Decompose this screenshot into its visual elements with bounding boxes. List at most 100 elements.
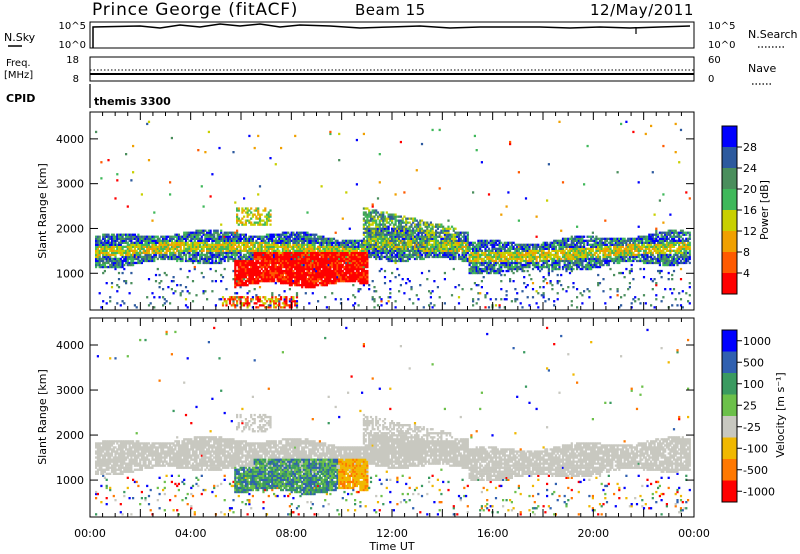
power-scatter-cell: [169, 193, 172, 196]
power-scatter-cell: [285, 296, 288, 299]
power-scatter-cell: [195, 241, 198, 244]
power-scatter-cell: [214, 251, 217, 255]
power-scatter-cell: [265, 300, 269, 303]
power-scatter-cell: [507, 191, 510, 194]
power-scatter-cell: [237, 243, 240, 246]
power-scatter-cell: [408, 257, 411, 261]
power-scatter-cell: [207, 247, 210, 250]
power-scatter-cell: [512, 280, 515, 283]
power-scatter-cell: [190, 237, 193, 240]
power-scatter-cell: [227, 247, 230, 250]
power-scatter-cell: [244, 241, 247, 244]
power-scatter-cell: [271, 257, 274, 261]
power-scatter-cell: [218, 255, 221, 259]
power-scatter-cell: [216, 229, 219, 232]
power-scatter-cell: [250, 241, 253, 244]
power-scatter-cell: [121, 259, 124, 263]
power-scatter-cell: [154, 249, 158, 252]
power-scatter-cell: [207, 249, 210, 252]
power-scatter-cell: [244, 257, 247, 261]
power-scatter-cell: [415, 294, 418, 297]
power-scatter-cell: [160, 280, 163, 283]
power-scatter-cell: [200, 253, 203, 257]
power-scatter-cell: [121, 263, 124, 267]
power-scatter-cell: [539, 286, 542, 289]
power-scatter-cell: [234, 284, 237, 287]
power-scatter-cell: [251, 259, 254, 263]
power-scatter-cell: [133, 304, 136, 307]
power-scatter-cell: [283, 302, 286, 305]
power-scatter-cell: [297, 280, 300, 283]
power-scatter-cell: [112, 241, 115, 244]
power-scatter-cell: [218, 243, 221, 246]
power-scatter-cell: [450, 225, 454, 228]
power-scatter-cell: [512, 271, 515, 275]
power-scatter-cell: [119, 257, 122, 261]
power-scatter-cell: [295, 243, 299, 246]
power-scatter-cell: [287, 231, 290, 234]
power-scatter-cell: [170, 235, 173, 238]
power-scatter-cell: [147, 247, 151, 250]
power-scatter-cell: [248, 219, 251, 222]
power-scatter-cell: [248, 282, 251, 285]
power-scatter-cell: [253, 235, 256, 238]
power-scatter-cell: [295, 306, 299, 309]
power-scatter-cell: [95, 251, 98, 255]
power-scatter-cell: [132, 255, 135, 259]
power-scatter-cell: [211, 280, 214, 283]
power-scatter-cell: [274, 282, 277, 285]
power-scatter-cell: [156, 235, 159, 238]
power-scatter-cell: [250, 298, 253, 301]
power-scatter-cell: [281, 280, 284, 283]
power-scatter-cell: [250, 239, 253, 242]
power-scatter-cell: [223, 241, 226, 244]
power-scatter-cell: [500, 267, 503, 271]
power-scatter-cell: [211, 290, 214, 293]
power-scatter-cell: [220, 245, 223, 248]
power-scatter-cell: [200, 241, 203, 244]
power-scatter-cell: [125, 282, 128, 285]
power-scatter-cell: [255, 278, 258, 281]
power-scatter-cell: [239, 253, 242, 257]
power-scatter-cell: [405, 225, 408, 228]
power-scatter-cell: [258, 235, 262, 238]
power-scatter-cell: [125, 259, 128, 263]
power-scatter-cell: [126, 245, 129, 248]
power-scatter-cell: [276, 273, 279, 277]
power-scatter-cell: [169, 235, 172, 238]
power-scatter-cell: [133, 237, 136, 240]
power-scatter-cell: [142, 249, 145, 252]
power-scatter-cell: [265, 271, 269, 275]
power-scatter-cell: [294, 276, 297, 279]
power-scatter-cell: [100, 247, 103, 250]
power-scatter-cell: [121, 245, 124, 248]
power-scatter-cell: [218, 247, 221, 250]
power-scatter-cell: [237, 284, 240, 287]
power-scatter-cell: [262, 219, 265, 222]
power-scatter-cell: [135, 255, 138, 259]
power-scatter-cell: [204, 255, 207, 259]
power-scatter-cell: [283, 269, 286, 273]
power-scatter-cell: [246, 292, 249, 295]
power-scatter-cell: [105, 255, 108, 259]
power-scatter-cell: [510, 300, 513, 303]
power-scatter-cell: [107, 247, 110, 250]
power-scatter-cell: [112, 237, 115, 240]
power-scatter-cell: [116, 261, 119, 265]
power-scatter-cell: [269, 247, 272, 250]
power-scatter-cell: [243, 253, 246, 257]
power-scatter-cell: [142, 255, 145, 259]
power-scatter-cell: [373, 217, 376, 220]
power-scatter-cell: [260, 239, 263, 242]
power-scatter-cell: [398, 237, 401, 240]
power-scatter-cell: [216, 261, 219, 265]
power-scatter-cell: [146, 239, 149, 242]
power-scatter-cell: [419, 221, 422, 224]
power-scatter-cell: [206, 298, 209, 301]
power-scatter-cell: [176, 259, 179, 263]
power-scatter-cell: [251, 247, 254, 250]
power-scatter-cell: [280, 243, 283, 246]
power-scatter-cell: [102, 247, 105, 250]
power-scatter-cell: [329, 130, 332, 134]
power-scatter-cell: [415, 219, 418, 222]
